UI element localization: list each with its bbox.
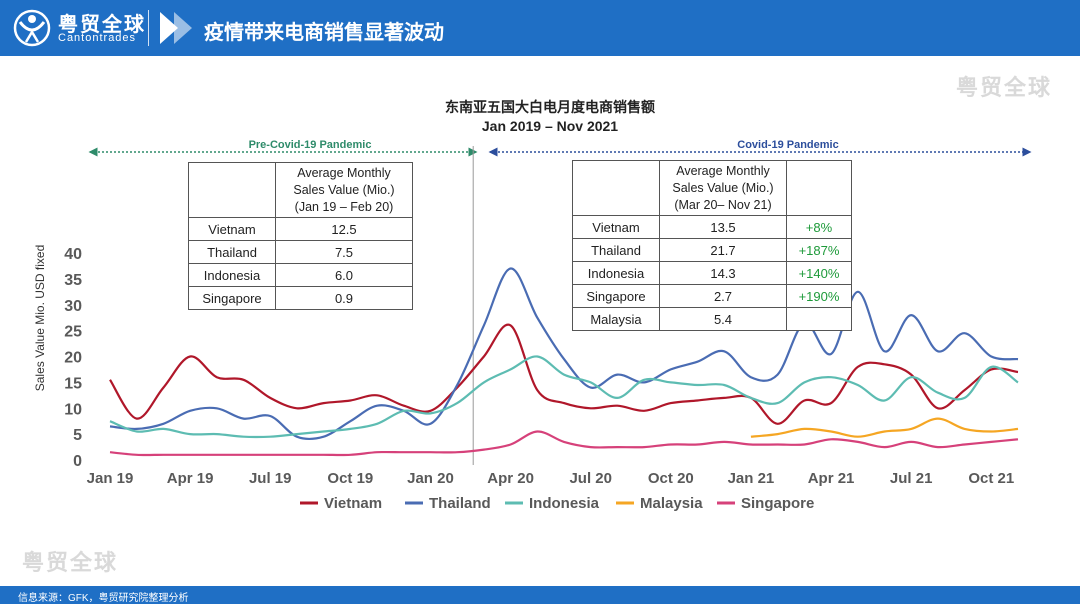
x-tick-label: Oct 21 xyxy=(968,470,1014,487)
value-cell: 12.5 xyxy=(275,217,413,241)
table-row: Vietnam 13.5 +8% xyxy=(572,215,852,239)
brand-logo-icon xyxy=(13,9,51,47)
table-header-cell: Average Monthly Sales Value (Mio.) (Mar … xyxy=(659,160,787,216)
legend-label-indonesia: Indonesia xyxy=(529,495,600,512)
page-title: 疫情带来电商销售显著波动 xyxy=(204,22,444,44)
x-tick-label: Apr 21 xyxy=(808,470,855,487)
y-tick-label: 35 xyxy=(64,272,82,289)
change-cell: +8% xyxy=(786,215,852,239)
watermark-bottom-left: 粤贸全球 xyxy=(22,550,119,575)
x-tick-label: Apr 20 xyxy=(487,470,534,487)
value-cell: 0.9 xyxy=(275,286,413,310)
value-cell: 14.3 xyxy=(659,261,787,285)
series-line-singapore xyxy=(109,430,1019,457)
value-cell: 2.7 xyxy=(659,284,787,308)
table-cell xyxy=(572,160,660,216)
table-row: Thailand 21.7 +187% xyxy=(572,238,852,262)
table-row: Thailand 7.5 xyxy=(188,240,413,264)
change-cell: +187% xyxy=(786,238,852,262)
header-line: (Jan 19 – Feb 20) xyxy=(294,199,394,214)
x-tick-label: Jan 21 xyxy=(728,470,775,487)
table-row: Indonesia 14.3 +140% xyxy=(572,261,852,285)
country-cell: Vietnam xyxy=(572,215,660,239)
y-tick-label: 25 xyxy=(64,324,82,341)
table-row: Singapore 2.7 +190% xyxy=(572,284,852,308)
value-cell: 21.7 xyxy=(659,238,787,262)
change-cell: +140% xyxy=(786,261,852,285)
header-line: (Mar 20– Nov 21) xyxy=(674,197,772,212)
chart-title: 东南亚五国大白电月度电商销售额 xyxy=(445,99,655,115)
header-line: Sales Value (Mio.) xyxy=(672,180,774,195)
change-cell xyxy=(786,307,852,331)
value-cell: 5.4 xyxy=(659,307,787,331)
country-cell: Indonesia xyxy=(188,263,276,287)
series-line-indonesia xyxy=(109,355,1019,439)
table-row: Singapore 0.9 xyxy=(188,286,413,310)
chart-subtitle: Jan 2019 – Nov 2021 xyxy=(481,118,619,134)
country-cell: Vietnam xyxy=(188,217,276,241)
x-tick-label: Jul 20 xyxy=(569,470,612,487)
x-tick-label: Jul 21 xyxy=(890,470,933,487)
x-tick-label: Oct 20 xyxy=(648,470,694,487)
value-cell: 7.5 xyxy=(275,240,413,264)
table-header-row: Average Monthly Sales Value (Mio.) (Mar … xyxy=(572,160,852,216)
y-tick-label: 40 xyxy=(64,246,82,263)
table-row: Vietnam 12.5 xyxy=(188,217,413,241)
x-tick-label: Jan 19 xyxy=(87,470,134,487)
header-line: Sales Value (Mio.) xyxy=(293,182,395,197)
legend-label-singapore: Singapore xyxy=(741,495,814,512)
x-tick-label: Jul 19 xyxy=(249,470,292,487)
y-tick-label: 5 xyxy=(73,427,82,444)
y-tick-label: 0 xyxy=(73,453,82,470)
value-cell: 13.5 xyxy=(659,215,787,239)
series-line-thailand xyxy=(109,267,1019,441)
legend-label-malaysia: Malaysia xyxy=(640,495,703,512)
x-tick-label: Apr 19 xyxy=(167,470,214,487)
country-cell: Singapore xyxy=(572,284,660,308)
brand-name-cn: 粤贸全球 xyxy=(58,14,146,36)
header-line: Average Monthly xyxy=(676,163,770,178)
y-tick-label: 15 xyxy=(64,375,82,392)
source-note: 信息来源：GFK，粤贸研究院整理分析 xyxy=(18,593,189,604)
country-cell: Malaysia xyxy=(572,307,660,331)
y-tick-label: 20 xyxy=(64,350,82,367)
header-divider xyxy=(148,10,149,46)
country-cell: Thailand xyxy=(188,240,276,264)
footer-bar: 信息来源：GFK，粤贸研究院整理分析 xyxy=(0,586,1080,604)
table-row: Malaysia 5.4 xyxy=(572,307,852,331)
chevron-right-icon xyxy=(160,12,192,44)
table-cell xyxy=(786,160,852,216)
line-chart: Pre-Covid-19 Pandemic Covid-19 Pandemic … xyxy=(33,139,1032,512)
y-axis-label: Sales Value Mio. USD fixed xyxy=(33,245,47,392)
pre-covid-label: Pre-Covid-19 Pandemic xyxy=(249,139,372,151)
series-line-vietnam xyxy=(109,323,1019,425)
table-header-cell: Average Monthly Sales Value (Mio.) (Jan … xyxy=(275,162,413,218)
watermark-top-right: 粤贸全球 xyxy=(956,75,1053,100)
brand-name-en: Cantontrades xyxy=(58,32,137,44)
country-cell: Thailand xyxy=(572,238,660,262)
header-line: Average Monthly xyxy=(297,165,391,180)
legend-label-vietnam: Vietnam xyxy=(324,495,382,512)
country-cell: Singapore xyxy=(188,286,276,310)
y-tick-label: 30 xyxy=(64,298,82,315)
legend-label-thailand: Thailand xyxy=(429,495,491,512)
header-bar: 粤贸全球 Cantontrades 疫情带来电商销售显著波动 xyxy=(0,0,1080,56)
value-cell: 6.0 xyxy=(275,263,413,287)
y-tick-label: 10 xyxy=(64,401,82,418)
table-row: Indonesia 6.0 xyxy=(188,263,413,287)
x-tick-label: Oct 19 xyxy=(327,470,373,487)
covid-table: Average Monthly Sales Value (Mio.) (Mar … xyxy=(572,160,852,331)
table-cell xyxy=(188,162,276,218)
pre-covid-table: Average Monthly Sales Value (Mio.) (Jan … xyxy=(188,162,413,310)
x-tick-label: Jan 20 xyxy=(407,470,454,487)
covid-label: Covid-19 Pandemic xyxy=(737,139,838,151)
change-cell: +190% xyxy=(786,284,852,308)
table-header-row: Average Monthly Sales Value (Mio.) (Jan … xyxy=(188,162,413,218)
series-line-malaysia xyxy=(750,417,1019,438)
country-cell: Indonesia xyxy=(572,261,660,285)
